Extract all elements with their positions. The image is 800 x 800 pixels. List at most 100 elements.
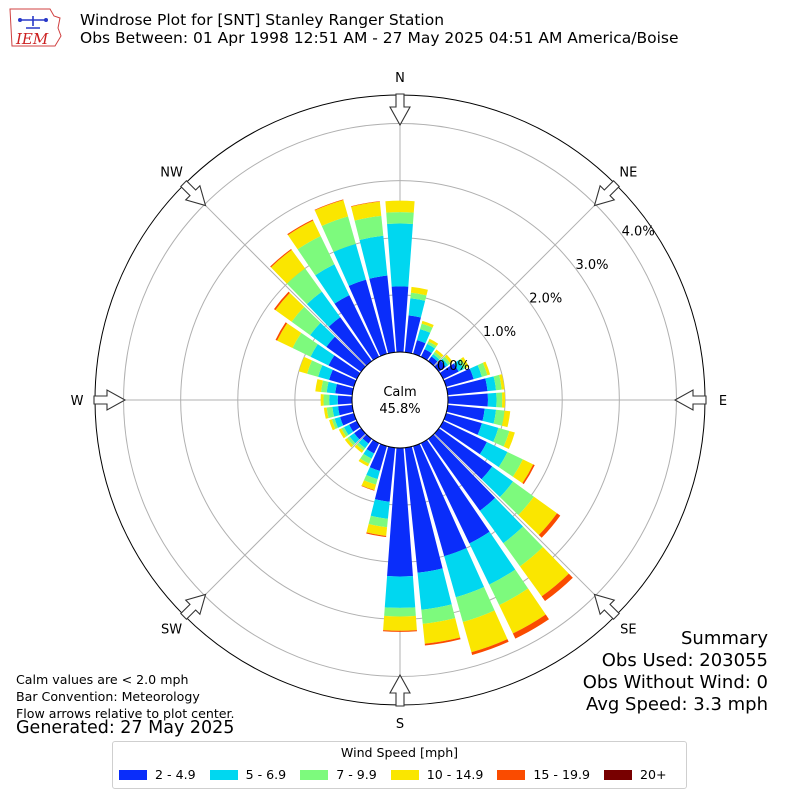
windrose-bar xyxy=(338,428,347,439)
flow-arrow-se xyxy=(593,593,620,620)
windrose-bar xyxy=(443,413,482,435)
legend-title: Wind Speed [mph] xyxy=(340,745,459,760)
windrose-bar xyxy=(503,526,543,567)
calm-label: Calm xyxy=(383,385,416,400)
windrose-bar xyxy=(447,393,488,407)
windrose-bar xyxy=(328,355,361,380)
windrose-bar xyxy=(306,291,341,327)
windrose-bar xyxy=(499,481,534,516)
windrose-bar xyxy=(443,368,474,387)
windrose-bar xyxy=(323,407,329,419)
windrose-bar xyxy=(329,394,338,406)
windrose-bar xyxy=(431,354,440,362)
windrose-bar xyxy=(356,442,366,451)
legend-item: 2 - 4.9 xyxy=(119,767,196,782)
windrose-bar xyxy=(404,315,421,354)
windrose-bar xyxy=(298,356,312,374)
windrose-bar xyxy=(366,467,380,480)
compass-label-w: W xyxy=(71,394,84,409)
windrose-bar xyxy=(333,243,366,286)
windrose-bar xyxy=(369,443,387,471)
windrose-bar xyxy=(462,610,508,653)
windrose-bar xyxy=(314,199,349,226)
windrose-bar xyxy=(321,216,356,253)
windrose-bar xyxy=(349,433,360,444)
windrose-bar xyxy=(307,360,323,377)
windrose-bar xyxy=(292,332,318,357)
windrose-bar xyxy=(332,406,340,417)
windrose-bar xyxy=(358,438,369,449)
windrose-bar xyxy=(270,249,306,284)
windrose-bar xyxy=(334,295,380,361)
windrose-bar xyxy=(420,439,490,544)
generated-date: Generated: 27 May 2025 xyxy=(16,718,235,738)
windrose-bar xyxy=(362,434,372,444)
radial-tick-label: 1.0% xyxy=(483,325,516,340)
legend-item: 15 - 19.9 xyxy=(497,767,590,782)
flow-arrow-ne xyxy=(593,180,620,207)
calm-note: Calm values are < 2.0 mph xyxy=(16,672,189,687)
windrose-bar xyxy=(337,395,353,405)
windrose-bar xyxy=(348,279,387,357)
windrose-bar xyxy=(512,614,549,639)
windrose-bar xyxy=(291,306,321,336)
legend-items: 2 - 4.9 5 - 6.9 7 - 9.9 10 - 14.9 15 - 19.9 2… xyxy=(119,767,681,782)
windrose-bar xyxy=(387,447,413,577)
windrose-bar xyxy=(387,223,413,287)
legend-item: 20+ xyxy=(604,767,667,782)
windrose-bar xyxy=(361,485,375,491)
windrose-bar xyxy=(383,615,417,631)
windrose-bar xyxy=(482,361,491,376)
windrose-bar xyxy=(366,524,388,536)
windrose-bar xyxy=(439,363,459,380)
windrose-bar xyxy=(493,409,505,426)
windrose-bar xyxy=(469,365,482,380)
windrose-bar xyxy=(493,374,502,391)
windrose-bar xyxy=(335,384,354,396)
windrose-bar xyxy=(326,336,366,372)
windrose-bar xyxy=(428,356,438,366)
flow-arrow-sw xyxy=(180,593,207,620)
windrose-bar xyxy=(434,428,493,480)
legend-label: 20+ xyxy=(640,767,667,782)
windrose-bar xyxy=(413,443,467,557)
windrose-bar xyxy=(361,480,377,491)
windrose-bar xyxy=(481,466,514,498)
windrose-bar xyxy=(444,354,453,364)
avg-speed: Avg Speed: 3.3 mph xyxy=(586,694,768,715)
bar-convention-note: Bar Convention: Meteorology xyxy=(16,689,200,704)
windrose-bar xyxy=(363,449,375,459)
radial-tick-label: 3.0% xyxy=(575,258,608,273)
windrose-bar xyxy=(340,413,357,426)
summary-title: Summary xyxy=(681,628,768,649)
legend-swatch xyxy=(119,769,147,780)
windrose-bar xyxy=(479,497,524,544)
flow-arrow-nw xyxy=(180,180,207,207)
windrose-bar xyxy=(343,424,354,436)
windrose-bar xyxy=(363,475,378,485)
windrose-bar xyxy=(519,547,569,597)
windrose-bar xyxy=(391,286,409,353)
obs-without-wind: Obs Without Wind: 0 xyxy=(582,672,768,693)
compass-label-sw: SW xyxy=(161,622,182,637)
windrose-bar xyxy=(440,358,449,367)
windrose-bar xyxy=(469,531,516,585)
legend-swatch xyxy=(390,769,419,780)
windrose-bar xyxy=(286,268,322,305)
windrose-bar xyxy=(351,201,382,221)
windrose-bar xyxy=(421,604,456,624)
windrose-bar xyxy=(503,430,515,449)
windrose-bar xyxy=(359,235,388,279)
windrose-bar xyxy=(277,323,302,349)
windrose-bar xyxy=(383,630,417,632)
legend-label: 10 - 14.9 xyxy=(426,767,484,782)
windrose-bar xyxy=(424,343,436,354)
windrose-bar xyxy=(518,496,558,535)
legend-item: 5 - 6.9 xyxy=(209,767,286,782)
windrose-bar xyxy=(341,427,349,437)
flow-arrow-s xyxy=(389,673,411,707)
compass-label-n: N xyxy=(395,71,405,86)
windrose-bar xyxy=(424,637,461,646)
legend: Wind Speed [mph] 2 - 4.9 5 - 6.9 7 - 9.9 10… xyxy=(112,741,687,789)
windrose-bar xyxy=(493,427,510,447)
